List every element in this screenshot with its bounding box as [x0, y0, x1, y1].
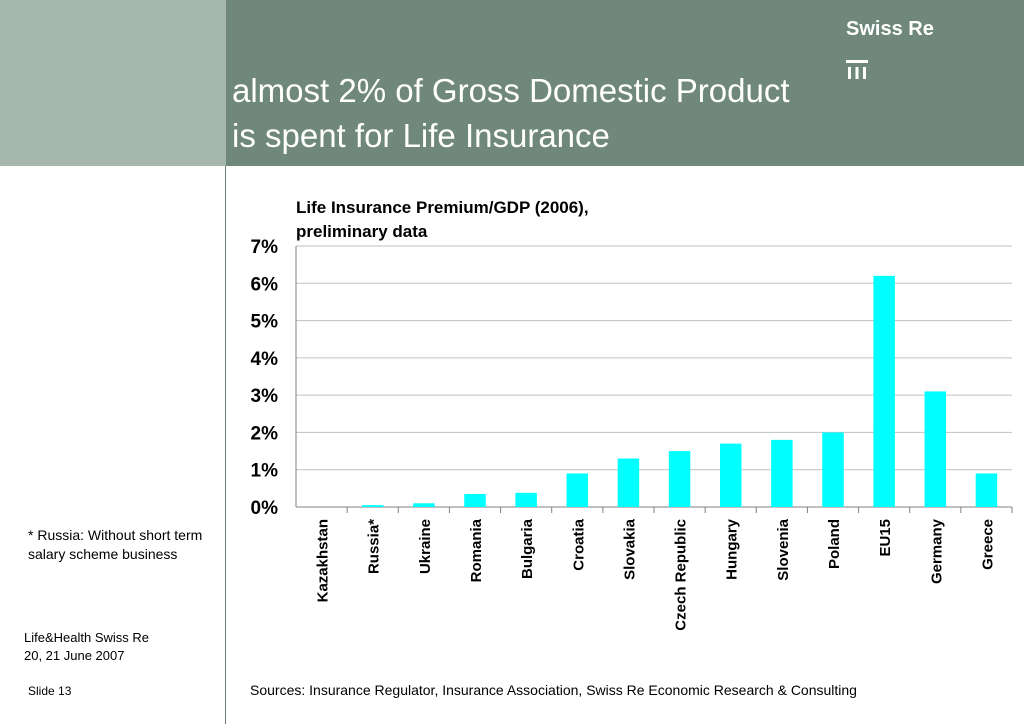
bar	[873, 275, 895, 507]
y-tick-label: 6%	[251, 274, 279, 295]
y-tick-label: 2%	[251, 423, 279, 444]
header-main-panel	[226, 0, 1024, 166]
brand-name: Swiss Re	[846, 18, 934, 40]
slide-number: Slide 13	[28, 684, 72, 698]
event-date: 20, 21 June 2007	[24, 648, 125, 663]
y-tick-label: 5%	[251, 312, 279, 333]
bar	[617, 458, 640, 507]
sources-note: Sources: Insurance Regulator, Insurance …	[250, 682, 857, 698]
event-name: Life&Health Swiss Re	[24, 630, 149, 645]
x-tick-label: Slovakia	[621, 518, 638, 580]
bar	[566, 473, 589, 507]
x-tick-label: Russia*	[366, 519, 383, 574]
x-tick-label: Poland	[826, 519, 843, 569]
y-tick-label: 3%	[251, 386, 279, 407]
x-tick-label: Bulgaria	[519, 518, 536, 579]
x-tick-label: Ukraine	[417, 519, 434, 574]
bar	[975, 473, 998, 507]
y-tick-label: 7%	[251, 237, 279, 258]
y-tick-label: 4%	[251, 349, 279, 370]
bar	[464, 493, 486, 507]
chart-title-line2: preliminary data	[296, 222, 428, 241]
bar	[668, 451, 691, 507]
slide-title-line1: almost 2% of Gross Domestic Product	[232, 72, 790, 109]
bar	[924, 391, 947, 507]
y-tick-label: 0%	[251, 498, 279, 519]
x-tick-label: Kazakhstan	[315, 519, 332, 602]
x-tick-label: Hungary	[724, 518, 741, 580]
bar	[515, 492, 537, 507]
slide-title-line2: is spent for Life Insurance	[232, 117, 610, 154]
bar	[771, 439, 793, 507]
bar	[413, 503, 435, 507]
bar	[361, 505, 384, 507]
x-tick-label: Germany	[928, 518, 945, 584]
vertical-divider	[225, 166, 226, 724]
slide-title: almost 2% of Gross Domestic Product is s…	[232, 68, 832, 158]
x-tick-label: Slovenia	[775, 518, 792, 580]
footnote: * Russia: Without short term salary sche…	[28, 527, 203, 562]
bar	[719, 443, 742, 507]
bar	[822, 432, 844, 507]
swiss-re-logo-icon	[846, 60, 868, 79]
chart-title: Life Insurance Premium/GDP (2006), preli…	[296, 196, 716, 244]
x-tick-label: Romania	[468, 518, 485, 582]
chart-title-line1: Life Insurance Premium/GDP (2006),	[296, 198, 589, 217]
x-tick-label: Croatia	[570, 518, 587, 570]
header-left-panel	[0, 0, 226, 166]
x-tick-label: Czech Republic	[673, 519, 690, 631]
y-tick-label: 1%	[251, 461, 279, 482]
x-tick-label: EU15	[877, 519, 894, 557]
x-tick-label: Greece	[979, 519, 996, 570]
